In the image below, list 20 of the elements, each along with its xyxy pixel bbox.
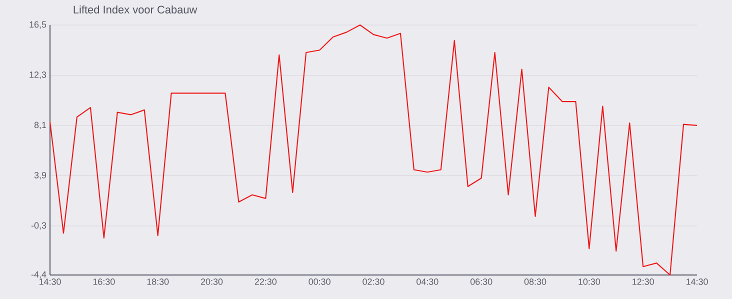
x-tick-label: 12:30 (632, 278, 654, 285)
chart-title: Lifted Index voor Cabauw (74, 5, 198, 14)
x-tick-label: 02:30 (362, 278, 384, 285)
x-tick-label: 22:30 (254, 278, 277, 285)
x-tick-label: 14:30 (39, 278, 61, 285)
x-tick-label: 18:30 (147, 278, 169, 285)
x-tick-label: 20:30 (200, 278, 223, 285)
x-tick-label: 10:30 (578, 278, 600, 285)
x-tick-label: 14:30 (686, 278, 708, 285)
y-tick-label: -0,3 (31, 222, 46, 230)
y-tick-label: 8,1 (34, 122, 46, 130)
x-tick-label: 06:30 (470, 278, 492, 285)
y-tick-label: 16,5 (30, 21, 46, 29)
x-tick-label: 16:30 (93, 278, 115, 285)
y-tick-label: 3,9 (34, 172, 46, 180)
y-tick-label: -4,4 (31, 271, 46, 279)
y-tick-label: 12,3 (30, 72, 46, 79)
x-tick-label: 04:30 (416, 278, 438, 285)
x-tick-label: 08:30 (524, 278, 546, 285)
x-tick-label: 00:30 (308, 278, 330, 285)
